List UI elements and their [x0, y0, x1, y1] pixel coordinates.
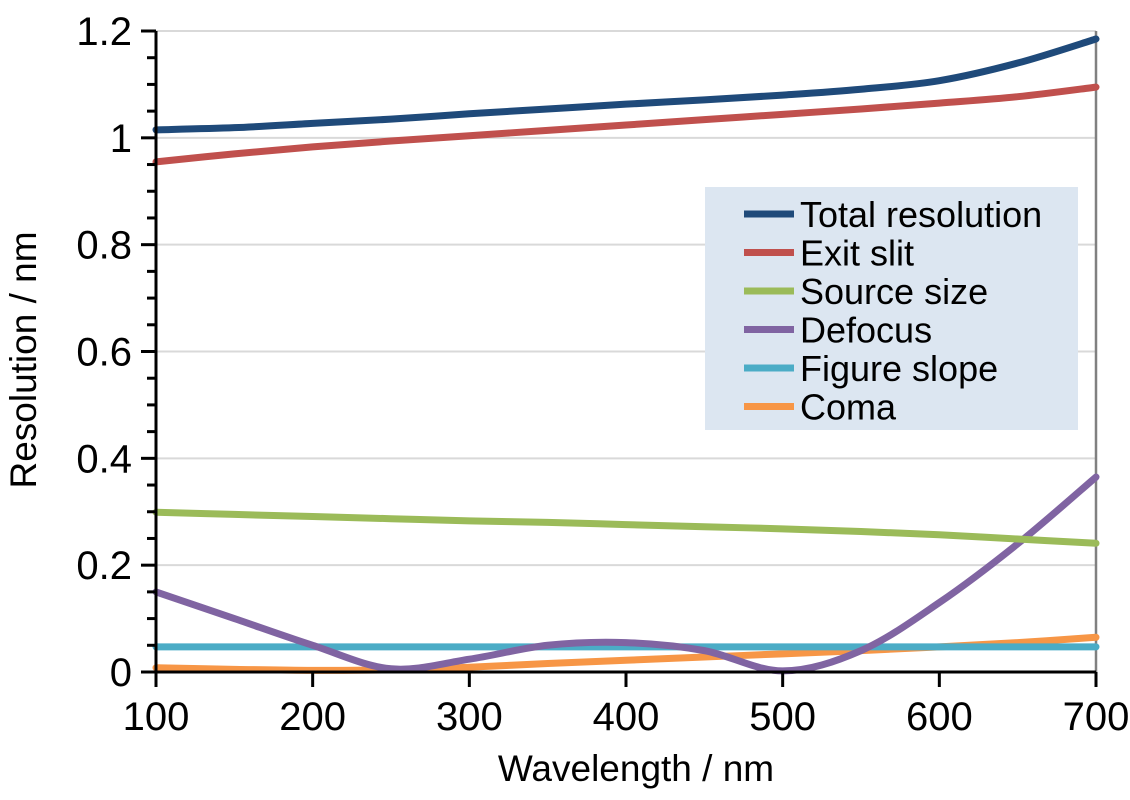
x-axis-title: Wavelength / nm: [498, 748, 774, 789]
x-tick-label: 200: [279, 695, 346, 739]
y-tick-label: 0.8: [76, 224, 132, 268]
y-tick-label: 0.2: [76, 544, 132, 588]
x-tick-label: 700: [1063, 695, 1130, 739]
x-tick-labels: 100 200 300 400 500 600 700: [123, 695, 1130, 739]
x-tick-label: 600: [906, 695, 973, 739]
y-tick-label: 1.2: [76, 10, 132, 54]
y-tick-label: 0.4: [76, 437, 132, 481]
x-tick-label: 400: [593, 695, 660, 739]
y-tick-labels: 0 0.2 0.4 0.6 0.8 1 1.2: [76, 10, 132, 695]
x-tick-label: 300: [436, 695, 503, 739]
y-axis: [141, 29, 158, 674]
legend-label-figure-slope[interactable]: Figure slope: [800, 348, 998, 389]
x-axis: [154, 670, 1098, 687]
gridlines: [156, 30, 1096, 567]
y-tick-label: 0.6: [76, 331, 132, 375]
legend-label-total-resolution[interactable]: Total resolution: [800, 194, 1042, 235]
legend-label-source-size[interactable]: Source size: [800, 271, 988, 312]
series-line-exit-slit: [152, 83, 1100, 166]
series-lines: [152, 35, 1100, 675]
x-tick-label: 100: [123, 695, 190, 739]
legend-label-exit-slit[interactable]: Exit slit: [800, 233, 914, 274]
series-line-total-resolution: [152, 35, 1100, 134]
series-line-defocus: [152, 473, 1100, 675]
y-axis-title: Resolution / nm: [3, 231, 44, 488]
series-line-source-size: [152, 508, 1100, 547]
x-tick-label: 500: [749, 695, 816, 739]
legend-background: [705, 187, 1078, 430]
legend-label-defocus[interactable]: Defocus: [800, 310, 932, 351]
legend-label-coma[interactable]: Coma: [800, 387, 897, 428]
y-tick-label: 0: [110, 651, 132, 695]
y-tick-label: 1: [110, 117, 132, 161]
